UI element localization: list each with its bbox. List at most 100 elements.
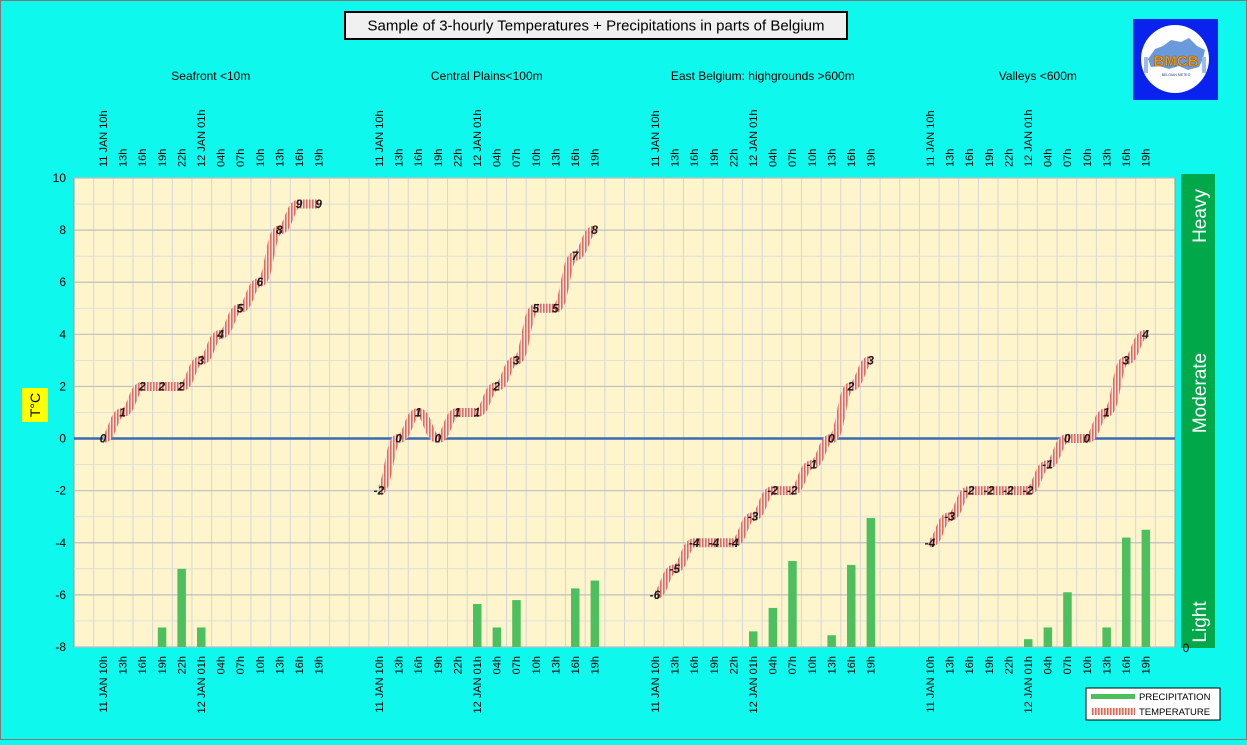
temperature-label: -2 bbox=[964, 484, 975, 498]
temperature-label: 1 bbox=[1103, 406, 1110, 420]
x-label-bottom: 13h bbox=[274, 656, 286, 674]
x-label-bottom: 13h bbox=[1101, 656, 1113, 674]
x-label-bottom: 10h bbox=[807, 656, 819, 674]
temperature-label: 4 bbox=[216, 327, 224, 341]
x-label-top: 10h bbox=[1082, 149, 1094, 167]
precip-bar bbox=[1102, 627, 1111, 647]
x-label-bottom: 16h bbox=[294, 656, 306, 674]
x-label-top: 10h bbox=[531, 149, 543, 167]
x-label-bottom: 11 JAN 10h bbox=[925, 656, 937, 713]
x-label-top: 16h bbox=[846, 149, 858, 167]
group-title: East Belgium: highgrounds >600m bbox=[671, 69, 855, 83]
temperature-label: 4 bbox=[1141, 327, 1149, 341]
legend-swatch-precipitation bbox=[1091, 694, 1135, 699]
temperature-label: -2 bbox=[983, 484, 994, 498]
y-tick-label: 2 bbox=[59, 379, 66, 393]
ylabel-box bbox=[22, 388, 48, 422]
chart-title: Sample of 3-hourly Temperatures + Precip… bbox=[367, 18, 824, 35]
group-title: Seafront <10m bbox=[171, 69, 250, 83]
temperature-label: -2 bbox=[1003, 484, 1014, 498]
x-label-bottom: 11 JAN 10h bbox=[650, 656, 662, 713]
temperature-label: 5 bbox=[237, 301, 244, 315]
bmcb-logo: BMCB BELGIAN METEO bbox=[1133, 19, 1218, 100]
x-label-bottom: 07h bbox=[787, 656, 799, 674]
precip-bar bbox=[1141, 529, 1151, 647]
temperature-label: 0 bbox=[1064, 432, 1071, 446]
precip-bar bbox=[847, 564, 856, 647]
x-label-bottom: 13h bbox=[550, 656, 562, 674]
precip-bar bbox=[473, 604, 482, 647]
x-label-bottom: 04h bbox=[492, 656, 504, 674]
temperature-label: 3 bbox=[867, 353, 874, 367]
x-label-bottom: 04h bbox=[216, 656, 228, 674]
precip-bar bbox=[749, 631, 758, 647]
temperature-label: -6 bbox=[650, 588, 661, 602]
x-label-top: 10h bbox=[807, 149, 819, 167]
x-label-bottom: 19h bbox=[984, 656, 996, 674]
x-label-top: 13h bbox=[118, 149, 130, 167]
x-label-bottom: 04h bbox=[1043, 656, 1055, 674]
title-box: Sample of 3-hourly Temperatures + Precip… bbox=[344, 11, 848, 40]
x-label-bottom: 10h bbox=[1082, 656, 1094, 674]
x-label-top: 11 JAN 10h bbox=[98, 110, 110, 167]
temperature-label: -2 bbox=[374, 484, 385, 498]
x-label-top: 22h bbox=[452, 149, 464, 167]
x-label-top: 16h bbox=[294, 149, 306, 167]
x-label-bottom: 19h bbox=[709, 656, 721, 674]
x-label-top: 19h bbox=[709, 149, 721, 167]
temperature-label: 5 bbox=[552, 301, 559, 315]
x-label-top: 10h bbox=[255, 149, 267, 167]
precip-scale-label: Moderate bbox=[1190, 353, 1211, 433]
precip-bar bbox=[512, 600, 521, 647]
temperature-label: 3 bbox=[198, 353, 205, 367]
temperature-label: 2 bbox=[177, 379, 185, 393]
x-label-top: 19h bbox=[1141, 149, 1153, 167]
temperature-label: -5 bbox=[669, 562, 680, 576]
x-label-top: 12 JAN 01h bbox=[472, 110, 484, 167]
temperature-label: 2 bbox=[138, 379, 146, 393]
x-label-top: 19h bbox=[157, 149, 169, 167]
x-label-bottom: 19h bbox=[590, 656, 602, 674]
x-label-bottom: 12 JAN 01h bbox=[748, 656, 760, 713]
x-label-bottom: 22h bbox=[1003, 656, 1015, 674]
temperature-label: 9 bbox=[315, 197, 322, 211]
y-tick-label: 10 bbox=[53, 171, 67, 185]
x-label-top: 11 JAN 10h bbox=[650, 110, 662, 167]
x-label-top: 16h bbox=[1121, 149, 1133, 167]
x-label-bottom: 10h bbox=[255, 656, 267, 674]
x-label-bottom: 19h bbox=[433, 656, 445, 674]
x-label-top: 11 JAN 10h bbox=[925, 110, 937, 167]
temperature-label: 0 bbox=[828, 432, 835, 446]
x-label-top: 04h bbox=[1043, 149, 1055, 167]
precip-bar bbox=[1043, 627, 1053, 647]
temperature-label: -2 bbox=[1023, 484, 1034, 498]
y-tick-label: -2 bbox=[55, 484, 66, 498]
x-label-top: 04h bbox=[216, 149, 228, 167]
x-label-top: 13h bbox=[394, 149, 406, 167]
x-label-bottom: 12 JAN 01h bbox=[1023, 656, 1035, 713]
x-label-top: 19h bbox=[866, 149, 878, 167]
x-label-bottom: 22h bbox=[176, 656, 188, 674]
precip-scale-bar bbox=[1181, 174, 1215, 648]
legend-label-precipitation: PRECIPITATION bbox=[1139, 692, 1211, 703]
temperature-label: 5 bbox=[532, 301, 539, 315]
x-label-top: 16h bbox=[689, 149, 701, 167]
logo-text: BMCB bbox=[1154, 53, 1199, 70]
x-label-top: 13h bbox=[826, 149, 838, 167]
x-label-top: 13h bbox=[945, 149, 957, 167]
x-label-bottom: 16h bbox=[846, 656, 858, 674]
precip-bar bbox=[788, 561, 797, 647]
temperature-label: 1 bbox=[119, 406, 126, 420]
legend-swatch-temperature bbox=[1091, 708, 1135, 715]
temperature-label: -4 bbox=[925, 536, 936, 550]
x-label-bottom: 07h bbox=[235, 656, 247, 674]
x-label-bottom: 13h bbox=[118, 656, 130, 674]
temperature-label: 9 bbox=[296, 197, 303, 211]
temperature-label: 0 bbox=[1083, 432, 1090, 446]
y-tick-label: 4 bbox=[59, 327, 66, 341]
temperature-label: 0 bbox=[395, 432, 402, 446]
precip-scale-label: Light bbox=[1190, 601, 1211, 643]
y-tick-label: -6 bbox=[55, 588, 66, 602]
x-label-bottom: 16h bbox=[137, 656, 149, 674]
